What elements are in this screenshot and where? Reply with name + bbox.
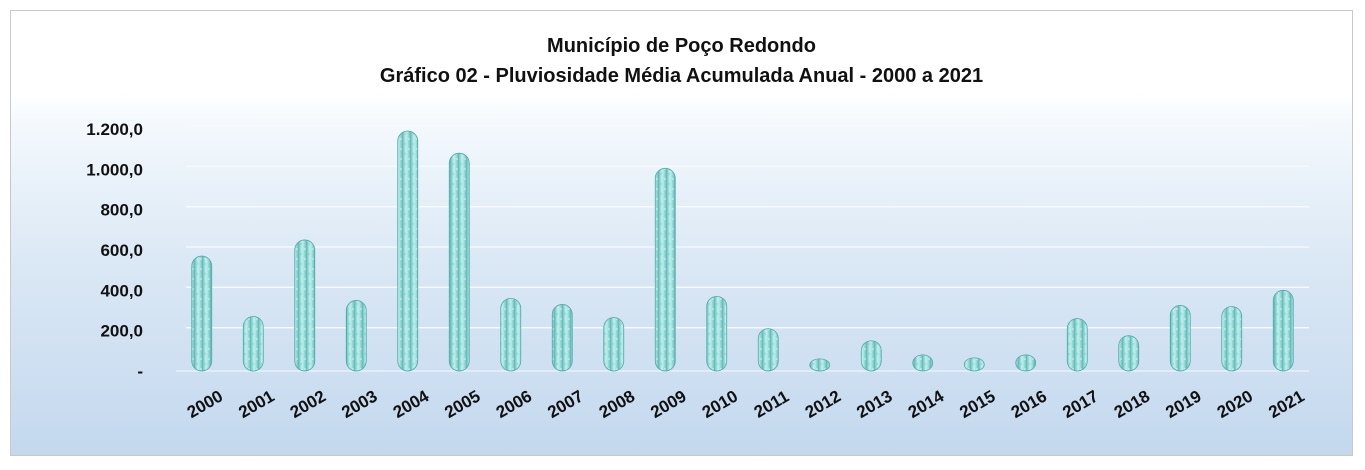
bar-2019: [1169, 305, 1191, 372]
bar-2020: [1221, 306, 1243, 372]
bar-2009: [654, 167, 676, 372]
bar-2012: [809, 358, 831, 372]
bar-2005: [448, 152, 470, 372]
x-tick-label: 2008: [596, 387, 638, 422]
x-tick-label: 2000: [184, 387, 226, 422]
x-tick-label: 2014: [905, 386, 948, 422]
bar-2021: [1272, 289, 1294, 372]
bar-2015: [963, 357, 985, 372]
bar-2004: [397, 130, 419, 372]
bar-2007: [551, 304, 573, 372]
x-tick-label: 2013: [853, 387, 895, 422]
bar-2003: [345, 300, 367, 372]
bar-2010: [706, 295, 728, 372]
x-tick-label: 2010: [699, 387, 741, 422]
y-tick-label: 200,0: [100, 322, 143, 341]
x-tick-label: 2003: [338, 387, 380, 422]
y-tick-label: -: [137, 362, 143, 381]
x-tick-label: 2018: [1111, 387, 1153, 422]
x-tick-label: 2017: [1059, 387, 1101, 422]
y-tick-label: 600,0: [100, 241, 143, 260]
bar-2000: [191, 255, 213, 372]
x-tick-label: 2011: [751, 387, 792, 422]
y-tick-label: 1.200,0: [86, 120, 143, 139]
y-axis-ticks: - 200,0 400,0 600,0 800,0 1.000,0 1.200,0: [86, 120, 143, 381]
x-tick-label: 2012: [802, 387, 844, 422]
x-tick-label: 2021: [1265, 387, 1307, 422]
bar-2002: [294, 239, 316, 372]
bar-2018: [1118, 335, 1140, 372]
x-tick-label: 2007: [544, 387, 586, 422]
chart-subtitle: Gráfico 02 - Pluviosidade Média Acumulad…: [379, 65, 984, 87]
x-tick-label: 2015: [956, 387, 998, 422]
y-tick-label: 800,0: [100, 201, 143, 220]
bar-2017: [1066, 318, 1088, 372]
bar-2008: [603, 317, 625, 372]
x-tick-label: 2020: [1214, 387, 1256, 422]
x-axis-ticks: 2000 2001 2002 2003 2004 2005 2006 2007 2008 2009…: [184, 386, 1308, 422]
bar-2014: [912, 354, 934, 372]
bar-2006: [500, 297, 522, 372]
x-tick-label: 2016: [1008, 387, 1050, 422]
x-tick-label: 2019: [1162, 387, 1204, 422]
chart-frame: Município de Poço Redondo Gráfico 02 - P…: [10, 10, 1353, 456]
x-tick-label: 2005: [441, 387, 483, 422]
bar-2001: [242, 316, 264, 372]
bars: [191, 130, 1294, 372]
plot-area: - 200,0 400,0 600,0 800,0 1.000,0 1.200,0 2000…: [86, 120, 1309, 422]
y-tick-label: 1.000,0: [86, 160, 143, 179]
chart-title: Município de Poço Redondo: [547, 35, 816, 57]
x-tick-label: 2001: [235, 387, 277, 422]
bar-2016: [1015, 354, 1037, 372]
x-tick-label: 2004: [390, 386, 433, 422]
y-tick-label: 400,0: [100, 281, 143, 300]
bar-2013: [860, 340, 882, 372]
grid-lines: [176, 125, 1309, 372]
bar-2011: [757, 328, 779, 372]
chart-title-block: Município de Poço Redondo Gráfico 02 - P…: [11, 31, 1352, 91]
x-tick-label: 2002: [287, 387, 329, 422]
x-tick-label: 2006: [493, 387, 535, 422]
x-tick-label: 2009: [647, 387, 689, 422]
